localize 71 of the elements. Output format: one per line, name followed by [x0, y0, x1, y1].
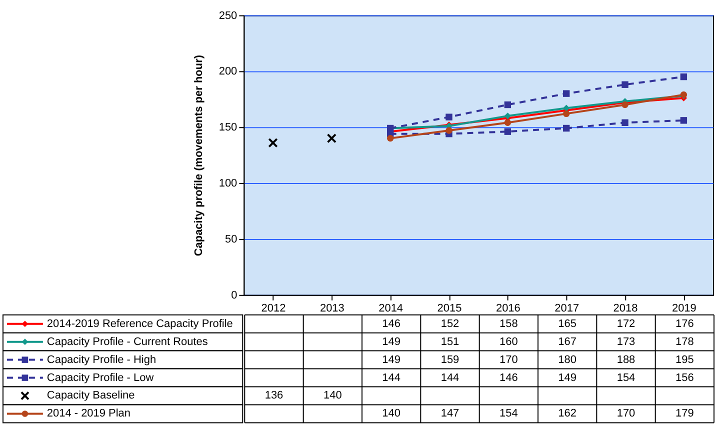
- point: [622, 119, 628, 126]
- data-label: 165: [558, 318, 576, 330]
- x-tick-label: 2013: [320, 302, 344, 314]
- data-label: 144: [382, 372, 400, 384]
- data-label: 149: [558, 372, 576, 384]
- y-tick-label: 50: [224, 233, 238, 246]
- y-tick-label: 250: [218, 10, 238, 22]
- point: [622, 101, 628, 108]
- point: [446, 127, 452, 134]
- point: [562, 124, 570, 132]
- point: [680, 117, 688, 124]
- point: [680, 73, 688, 80]
- x-tick-label: 2015: [437, 302, 462, 314]
- point: [268, 138, 278, 148]
- data-label: 144: [440, 372, 460, 384]
- point: [446, 114, 452, 120]
- data-label: 176: [676, 318, 694, 330]
- data-label: 172: [616, 318, 636, 330]
- data-label: 154: [616, 372, 636, 384]
- data-label: 170: [616, 408, 636, 420]
- point: [326, 133, 337, 144]
- point: [562, 110, 570, 118]
- data-label: 149: [382, 354, 400, 366]
- x-tick-label: 2018: [613, 302, 638, 314]
- x-tick-label: 2012: [261, 302, 286, 314]
- data-label: 152: [440, 318, 460, 330]
- point: [504, 101, 512, 108]
- data-label: 167: [558, 336, 576, 348]
- legend-label: 2014-2019 Reference Capacity Profile: [46, 318, 233, 330]
- data-label: 170: [500, 354, 518, 366]
- data-label: 136: [264, 390, 284, 402]
- point: [386, 134, 394, 142]
- y-tick-label: 150: [218, 122, 238, 134]
- data-label: 195: [676, 354, 694, 366]
- y-tick-label: 0: [231, 289, 238, 302]
- legend-label: Capacity Profile - Low: [46, 372, 154, 384]
- data-label: 159: [440, 354, 460, 366]
- data-label: 147: [440, 408, 460, 420]
- data-label: 154: [500, 408, 518, 420]
- point: [504, 128, 512, 135]
- data-label: 140: [382, 408, 400, 420]
- x-tick-label: 2019: [672, 302, 696, 314]
- data-label: 146: [382, 318, 400, 330]
- y-tick-label: 200: [218, 66, 238, 78]
- data-label: 149: [382, 336, 400, 348]
- data-label: 151: [440, 336, 460, 348]
- point: [562, 90, 570, 97]
- point: [622, 81, 628, 88]
- y-axis-title: Capacity profile (movements per hour): [193, 54, 206, 256]
- x-tick-label: 2017: [554, 302, 580, 314]
- legend-label: Capacity Baseline: [46, 390, 135, 402]
- point: [504, 112, 512, 120]
- data-label: 179: [676, 408, 694, 420]
- point: [504, 119, 512, 126]
- legend-label: Capacity Profile - Current Routes: [46, 336, 208, 348]
- x-tick-label: 2016: [496, 302, 520, 314]
- point: [562, 104, 570, 112]
- x-tick-label: 2014: [378, 302, 404, 314]
- data-label: 156: [676, 372, 694, 384]
- legend-label: Capacity Profile - High: [46, 354, 156, 366]
- legend-label: 2014 - 2019 Plan: [46, 408, 130, 420]
- y-tick-label: 100: [218, 178, 238, 190]
- data-label: 140: [324, 390, 342, 402]
- data-label: 146: [500, 372, 518, 384]
- data-label: 162: [558, 408, 576, 420]
- data-label: 188: [616, 354, 636, 366]
- data-label: 180: [558, 354, 576, 366]
- data-label: 178: [676, 336, 694, 348]
- data-label: 160: [500, 336, 518, 348]
- data-label: 158: [500, 318, 518, 330]
- data-label: 173: [616, 336, 636, 348]
